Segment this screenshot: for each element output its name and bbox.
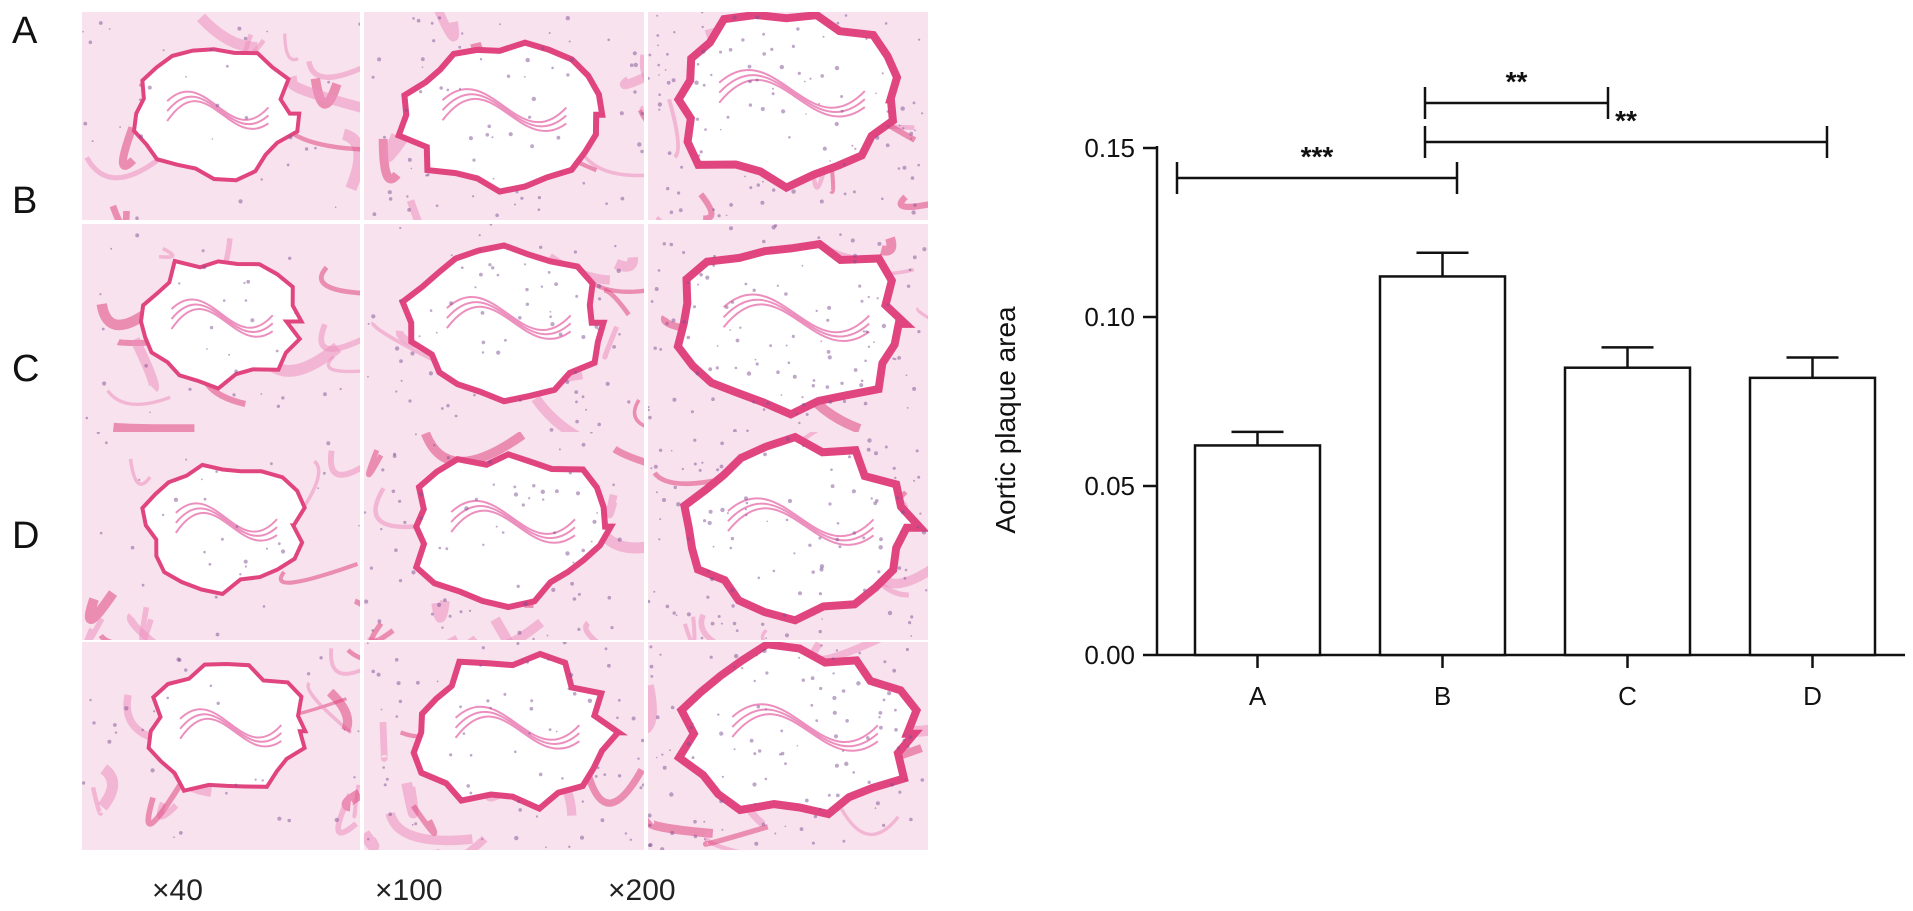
bar-a	[1193, 444, 1322, 657]
y-tick-label: 0.00	[1084, 640, 1135, 670]
micrograph-d-x40	[82, 642, 360, 850]
micrograph-c-x100	[364, 432, 644, 640]
y-tick-label: 0.15	[1084, 133, 1135, 163]
row-label-a: A	[12, 10, 38, 52]
y-tick-label: 0.05	[1084, 471, 1135, 501]
bar-d	[1748, 376, 1877, 657]
y-axis-label: Aortic plaque area	[990, 306, 1021, 534]
x-tick-label-b: B	[1434, 681, 1451, 711]
bar-chart: 0.000.050.100.15A B C D******* Aortic plaqu…	[990, 66, 1905, 711]
micrograph-c-x40	[82, 432, 360, 640]
micrograph-a-x40	[82, 12, 360, 220]
micrograph-d-x100	[364, 642, 644, 850]
micrograph-b-x100	[364, 224, 644, 432]
chart-layer: 0.000.050.100.15A B C D*******	[1084, 66, 1905, 711]
x-tick-label-c: C	[1618, 681, 1637, 711]
row-label-c: C	[12, 348, 40, 390]
y-tick-label: 0.10	[1084, 302, 1135, 332]
micrograph-b-x200	[648, 224, 928, 432]
micrograph-c-x200	[648, 432, 928, 640]
bar-c	[1563, 366, 1692, 657]
row-label-d: D	[12, 515, 40, 557]
x-tick-label-a: A	[1249, 681, 1267, 711]
micrograph-b-x40	[82, 224, 360, 432]
magnification-label-100: ×100	[375, 874, 443, 907]
significance-label: **	[1615, 105, 1637, 136]
magnification-label-40: ×40	[152, 874, 203, 907]
magnification-label-200: ×200	[608, 874, 676, 907]
micrograph-a-x200	[648, 12, 928, 220]
micrograph-a-x100	[364, 12, 644, 220]
x-tick-label-d: D	[1803, 681, 1822, 711]
micrograph-d-x200	[648, 642, 928, 850]
significance-label: ***	[1301, 141, 1334, 172]
bar-b	[1378, 275, 1507, 657]
row-label-b: B	[12, 180, 38, 222]
significance-label: **	[1506, 66, 1528, 97]
